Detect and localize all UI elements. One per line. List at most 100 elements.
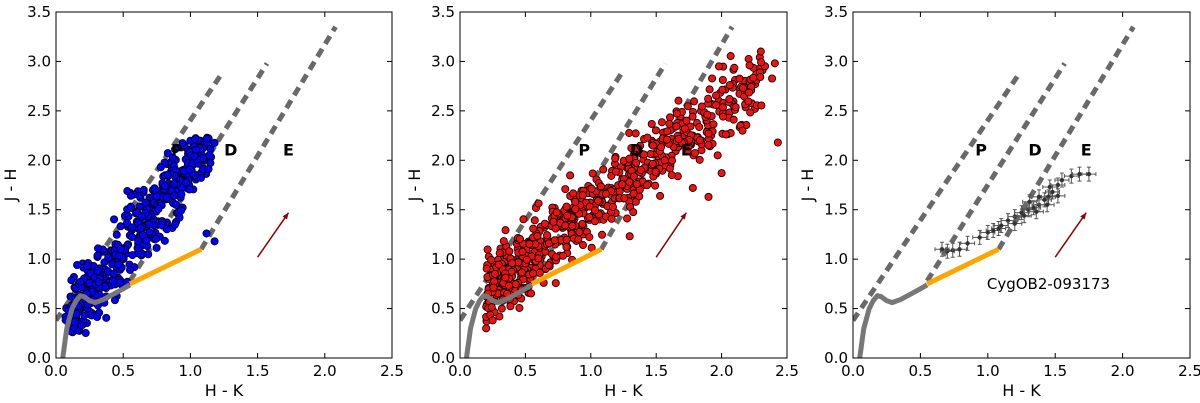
data-point xyxy=(712,101,721,110)
ttauri-locus xyxy=(926,247,1000,287)
x-tick-label: 1.0 xyxy=(178,362,202,380)
data-point xyxy=(136,223,145,232)
data-point xyxy=(627,144,636,153)
data-point xyxy=(725,94,734,103)
data-point xyxy=(124,212,133,221)
data-point xyxy=(162,225,171,234)
region-label-e: E xyxy=(1081,140,1092,159)
data-point xyxy=(483,245,492,254)
data-point xyxy=(156,163,165,172)
data-point xyxy=(611,167,620,176)
data-point xyxy=(561,221,570,230)
y-tick-label: 1.0 xyxy=(431,250,455,268)
point-marker xyxy=(1031,205,1036,210)
data-point xyxy=(602,189,611,198)
data-point-20 xyxy=(1063,168,1079,184)
data-point xyxy=(138,230,147,239)
data-point xyxy=(177,190,186,199)
data-point xyxy=(672,109,681,118)
data-point xyxy=(651,181,660,190)
data-point xyxy=(631,129,640,138)
y-tick-label: 3.0 xyxy=(431,52,455,70)
data-point xyxy=(735,74,744,83)
data-point xyxy=(697,102,706,111)
plot-area xyxy=(460,25,782,358)
data-point xyxy=(590,217,599,226)
data-point xyxy=(170,220,179,229)
data-point xyxy=(578,219,587,228)
data-point xyxy=(525,240,534,249)
data-point xyxy=(171,145,180,154)
data-point-5 xyxy=(972,229,988,245)
reddening-line-1 xyxy=(529,62,668,283)
point-marker xyxy=(1086,171,1092,177)
data-point xyxy=(615,187,624,196)
data-point xyxy=(717,169,726,178)
extinction-vector-head xyxy=(680,212,687,220)
extinction-vector-head xyxy=(282,212,289,220)
data-point xyxy=(126,202,135,211)
data-point xyxy=(656,191,665,200)
data-point xyxy=(562,235,571,244)
data-point xyxy=(744,97,753,106)
y-axis-label: J - H xyxy=(798,169,817,203)
data-point xyxy=(695,155,704,164)
data-point xyxy=(157,220,166,229)
data-point xyxy=(534,254,543,263)
data-point xyxy=(704,129,713,138)
data-point xyxy=(73,260,82,269)
data-point xyxy=(563,211,572,220)
region-label-d: D xyxy=(630,140,643,159)
data-point xyxy=(636,141,645,150)
data-point xyxy=(93,251,102,260)
data-point xyxy=(704,94,713,103)
reddening-line-0 xyxy=(853,72,1021,322)
data-point xyxy=(134,237,143,246)
data-point xyxy=(625,154,634,163)
data-point xyxy=(160,236,169,245)
data-point-13 xyxy=(1026,200,1042,216)
data-point-22 xyxy=(1081,166,1097,182)
data-point xyxy=(725,81,734,90)
point-marker xyxy=(985,230,990,235)
data-point xyxy=(566,171,575,180)
data-point xyxy=(587,184,596,193)
data-point xyxy=(651,126,660,135)
data-point-3 xyxy=(951,241,967,257)
point-marker xyxy=(1077,171,1082,177)
data-point xyxy=(93,313,102,322)
extinction-vector xyxy=(655,212,687,258)
data-point xyxy=(738,126,747,135)
x-tick-label: 1.0 xyxy=(976,362,1000,380)
panel-left: P D E 0.0 0.5 1.0 1.5 2.0 2.5 0.0 0.5 1.0 1.5 2.0 2.5 3… xyxy=(1,3,404,400)
point-marker xyxy=(1027,199,1032,205)
data-point xyxy=(590,206,599,215)
data-point xyxy=(651,167,660,176)
x-tick-label: 0.0 xyxy=(448,362,472,380)
data-point xyxy=(663,127,672,136)
data-point xyxy=(562,202,571,211)
data-point-0 xyxy=(934,241,950,257)
data-point xyxy=(749,73,758,82)
data-point xyxy=(636,165,645,174)
y-tick-label: 1.5 xyxy=(824,201,848,219)
data-point xyxy=(719,112,728,121)
data-point xyxy=(144,250,153,259)
extinction-vector-head xyxy=(1080,212,1087,220)
point-marker xyxy=(999,223,1004,228)
x-tick-label: 0.5 xyxy=(111,362,135,380)
y-tick-label: 1.5 xyxy=(27,201,51,219)
point-marker xyxy=(957,247,962,252)
data-point xyxy=(648,141,657,150)
data-point xyxy=(540,219,549,228)
x-tick-label: 0.5 xyxy=(513,362,537,380)
data-point xyxy=(704,141,713,150)
data-point xyxy=(81,329,90,338)
x-tick-label: 2.5 xyxy=(775,362,799,380)
region-label-e: E xyxy=(681,140,692,159)
data-point xyxy=(204,165,213,174)
y-tick-label: 0.5 xyxy=(431,300,455,318)
data-point xyxy=(711,91,720,100)
region-label-p: P xyxy=(975,140,987,159)
